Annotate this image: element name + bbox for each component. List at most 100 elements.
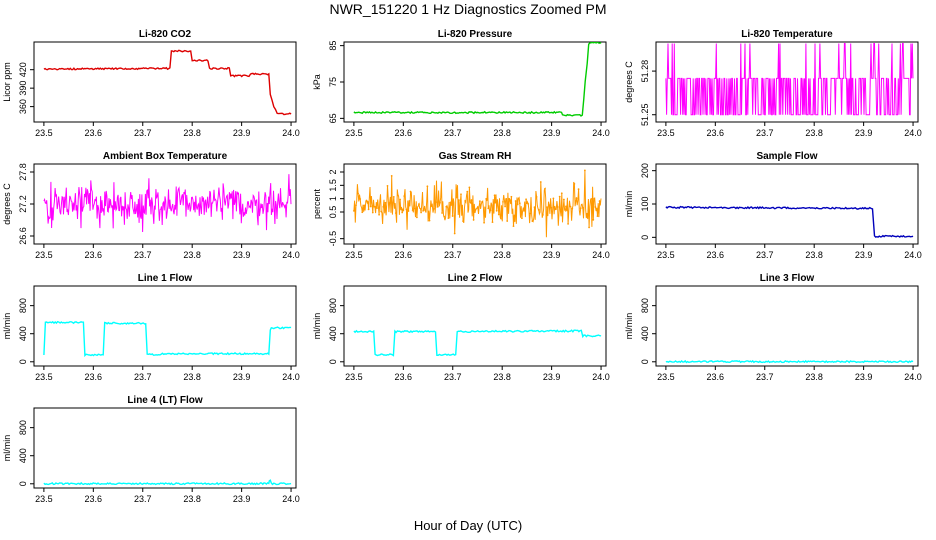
line-2-flow-xtick-label: 23.8 bbox=[493, 372, 511, 382]
gas-stream-rh-point bbox=[596, 215, 599, 218]
gas-stream-rh-point bbox=[483, 221, 485, 224]
li820-co2-xtick-label: 23.8 bbox=[183, 128, 201, 138]
gas-stream-rh-point bbox=[457, 199, 460, 201]
gas-stream-rh-point bbox=[378, 213, 380, 216]
line-3-flow-ytick-label: 400 bbox=[640, 326, 650, 341]
gas-stream-rh-ylabel: percent bbox=[312, 188, 322, 219]
gas-stream-rh-point bbox=[499, 217, 502, 220]
gas-stream-rh-point bbox=[567, 222, 569, 225]
gas-stream-rh-point bbox=[481, 201, 483, 203]
gas-stream-rh-point bbox=[546, 206, 548, 209]
line-2-flow-title: Line 2 Flow bbox=[448, 273, 503, 284]
line-1-flow-panel: Line 1 Flow ml/min 23.5 23.6 23.7 23.8 23.9 24.… bbox=[2, 273, 300, 382]
gas-stream-rh-point bbox=[436, 205, 439, 208]
gas-stream-rh-point bbox=[548, 204, 551, 207]
line-2-flow-panel: Line 2 Flow ml/min 23.5 23.6 23.7 23.8 23.9 24.… bbox=[312, 273, 610, 382]
gas-stream-rh-point bbox=[592, 218, 595, 221]
line-3-flow-ytick-label: 0 bbox=[640, 359, 650, 364]
gas-stream-rh-point bbox=[460, 193, 462, 196]
li820-co2-title: Li-820 CO2 bbox=[139, 29, 192, 40]
gas-stream-rh-point bbox=[470, 199, 473, 201]
gas-stream-rh-point bbox=[571, 207, 574, 210]
line-4-lt-flow-title: Line 4 (LT) Flow bbox=[127, 395, 203, 406]
line-4-lt-flow-ylabel: ml/min bbox=[2, 435, 12, 462]
line-2-flow-xtick-label: 23.9 bbox=[543, 372, 561, 382]
gas-stream-rh-point bbox=[544, 187, 546, 190]
gas-stream-rh-point bbox=[504, 205, 506, 208]
li820-co2-series-line bbox=[43, 49, 292, 116]
line-3-flow-xtick-label: 23.9 bbox=[855, 372, 873, 382]
line-3-flow-xtick-label: 23.6 bbox=[707, 372, 725, 382]
gas-stream-rh-ytick-label: 0.5 bbox=[328, 206, 338, 219]
line-1-flow-title: Line 1 Flow bbox=[138, 273, 193, 284]
li820-co2-ylabel: Licor ppm bbox=[2, 62, 12, 102]
gas-stream-rh-point bbox=[518, 202, 521, 205]
gas-stream-rh-point bbox=[411, 209, 414, 211]
gas-stream-rh-point bbox=[439, 201, 441, 204]
li820-temperature-title: Li-820 Temperature bbox=[741, 29, 833, 40]
gas-stream-rh-point bbox=[363, 204, 366, 207]
gas-stream-rh-point bbox=[397, 194, 399, 197]
li820-pressure-ytick-label: 75 bbox=[328, 77, 338, 87]
gas-stream-rh-point bbox=[453, 232, 456, 235]
gas-stream-rh-point bbox=[562, 198, 565, 201]
li820-pressure-series-line bbox=[353, 42, 602, 117]
gas-stream-rh-point bbox=[361, 211, 364, 214]
gas-stream-rh-point bbox=[594, 206, 597, 208]
gas-stream-rh-point bbox=[468, 186, 471, 189]
sample-flow-ylabel: ml/min bbox=[624, 191, 634, 218]
li820-pressure-ytick-label: 65 bbox=[328, 113, 338, 123]
gas-stream-rh-point bbox=[575, 197, 578, 199]
line-2-flow-xtick-label: 23.6 bbox=[395, 372, 413, 382]
li820-temperature-xtick-label: 23.6 bbox=[707, 128, 725, 138]
gas-stream-rh-point bbox=[367, 208, 370, 211]
li820-pressure-xtick-label: 23.9 bbox=[543, 128, 561, 138]
gas-stream-rh-ytick-label: -0.5 bbox=[328, 231, 338, 247]
line-1-flow-xtick-label: 23.8 bbox=[183, 372, 201, 382]
gas-stream-rh-point bbox=[506, 220, 509, 222]
sample-flow-ytick-label: 200 bbox=[640, 163, 650, 178]
line-4-lt-flow-frame bbox=[33, 407, 297, 489]
gas-stream-rh-point bbox=[487, 207, 490, 210]
sample-flow-frame bbox=[655, 163, 919, 245]
gas-stream-rh-point bbox=[565, 205, 567, 208]
gas-stream-rh-ytick-label: 1.5 bbox=[328, 179, 338, 192]
sample-flow-series-line bbox=[665, 205, 914, 238]
gas-stream-rh-xtick-label: 24.0 bbox=[592, 250, 610, 260]
li820-pressure-ytick-label: 85 bbox=[328, 41, 338, 51]
gas-stream-rh-point bbox=[535, 195, 538, 198]
gas-stream-rh-point bbox=[407, 210, 410, 212]
li820-co2-xtick-label: 24.0 bbox=[282, 128, 300, 138]
x-axis-label: Hour of Day (UTC) bbox=[413, 518, 523, 533]
gas-stream-rh-point bbox=[357, 192, 359, 195]
gas-stream-rh-point bbox=[512, 225, 515, 228]
sample-flow-xtick-label: 23.7 bbox=[756, 250, 774, 260]
gas-stream-rh-point bbox=[418, 203, 420, 205]
line-4-lt-flow-panel: Line 4 (LT) Flow ml/min 23.5 23.6 23.7 23.8 23… bbox=[2, 395, 300, 504]
gas-stream-rh-panel: Gas Stream RH percent 23.5 23.6 23.7 23.8 23.9… bbox=[312, 151, 610, 260]
line-3-flow-ylabel: ml/min bbox=[624, 313, 634, 340]
li820-co2-ytick-label: 360 bbox=[18, 99, 28, 114]
gas-stream-rh-point bbox=[434, 201, 437, 204]
gas-stream-rh-point bbox=[464, 200, 467, 202]
gas-stream-rh-point bbox=[529, 212, 532, 215]
gas-stream-rh-xtick-label: 23.6 bbox=[395, 250, 413, 260]
line-2-flow-xtick-label: 24.0 bbox=[592, 372, 610, 382]
ambient-box-temperature-xtick-label: 24.0 bbox=[282, 250, 300, 260]
line-1-flow-xtick-label: 23.7 bbox=[134, 372, 152, 382]
gas-stream-rh-point bbox=[472, 219, 475, 221]
gas-stream-rh-point bbox=[508, 198, 511, 200]
ambient-box-temperature-xtick-label: 23.9 bbox=[233, 250, 251, 260]
gas-stream-rh-point bbox=[466, 190, 469, 193]
li820-temperature-frame bbox=[655, 41, 919, 123]
gas-stream-rh-point bbox=[373, 205, 376, 208]
line-1-flow-frame bbox=[33, 285, 297, 367]
gas-stream-rh-point bbox=[527, 203, 530, 205]
gas-stream-rh-frame bbox=[343, 163, 607, 245]
line-1-flow-ytick-label: 0 bbox=[18, 359, 28, 364]
sample-flow-title: Sample Flow bbox=[756, 151, 817, 162]
li820-co2-xtick-label: 23.9 bbox=[233, 128, 251, 138]
line-3-flow-xtick-label: 23.5 bbox=[657, 372, 675, 382]
sample-flow-xtick-label: 24.0 bbox=[904, 250, 922, 260]
gas-stream-rh-point bbox=[493, 194, 496, 197]
